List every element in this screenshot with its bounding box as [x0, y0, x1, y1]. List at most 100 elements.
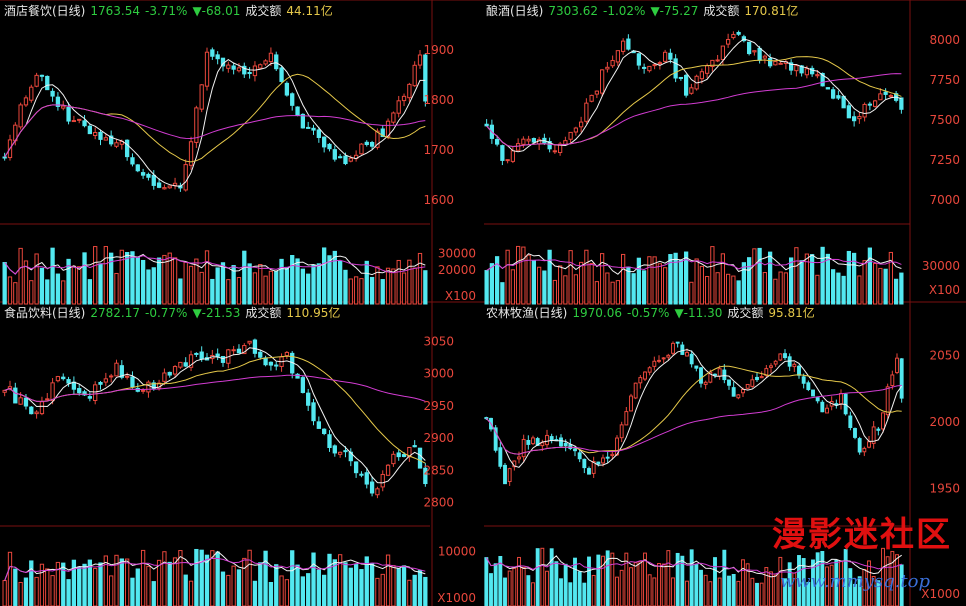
- candle-body: [505, 159, 510, 162]
- volume-bar: [34, 576, 39, 606]
- volume-bar: [605, 272, 610, 305]
- volume-bar: [521, 246, 526, 305]
- pct-change: -3.71%: [145, 4, 188, 18]
- candle-body: [885, 386, 890, 416]
- price-value: 1763.54: [90, 4, 140, 18]
- candle-body: [484, 123, 489, 127]
- volume-bar: [130, 251, 135, 305]
- volume-bar: [162, 551, 167, 606]
- volume-bar: [353, 564, 359, 606]
- candle-body: [507, 468, 512, 483]
- candle-body: [636, 53, 642, 66]
- volume-bar: [34, 253, 39, 305]
- candle-body: [258, 351, 263, 358]
- volume-bar: [736, 280, 741, 305]
- turnover-label: 成交额: [727, 306, 764, 320]
- candle-body: [633, 382, 638, 399]
- panel-title: 食品饮料(日线): [4, 306, 86, 320]
- volume-bar: [167, 252, 172, 305]
- candle-body: [247, 72, 252, 75]
- volume-bar: [231, 565, 236, 606]
- candle-body: [412, 445, 417, 448]
- right-tick-label: 1950: [929, 482, 960, 496]
- volume-bar: [343, 269, 348, 305]
- candle-body: [306, 392, 311, 406]
- volume-bar: [778, 271, 783, 305]
- volume-bar: [82, 563, 87, 606]
- volume-bar: [284, 579, 290, 606]
- candle-body: [689, 87, 694, 94]
- volume-bar: [536, 266, 542, 305]
- candle-body: [210, 49, 215, 57]
- candle-body: [348, 157, 353, 162]
- candle-body: [811, 389, 815, 397]
- candle-body: [247, 340, 252, 344]
- volume-bar: [151, 581, 156, 606]
- volume-bar: [364, 556, 369, 606]
- volume-bar: [343, 562, 348, 606]
- turnover-value: 95.81亿: [768, 306, 815, 320]
- candle-body: [93, 384, 98, 402]
- volume-bar: [752, 248, 757, 305]
- abs-change: ▼-68.01: [192, 4, 241, 18]
- candle-body: [140, 389, 146, 392]
- right-tick-label: 7250: [929, 153, 960, 167]
- volume-multiplier-label: X100: [445, 289, 476, 303]
- candle-body: [584, 102, 589, 122]
- volume-bar: [258, 562, 263, 606]
- turnover-value: 170.81亿: [744, 4, 799, 18]
- volume-bar: [605, 550, 610, 606]
- volume-bar: [401, 565, 407, 606]
- volume-bar: [210, 550, 215, 606]
- volume-bar: [417, 570, 423, 606]
- right-volume-label: X100: [929, 283, 960, 297]
- volume-bar: [746, 257, 752, 305]
- candle-body: [794, 65, 799, 72]
- volume-bar: [77, 266, 82, 305]
- candle-body: [124, 375, 130, 378]
- volume-bar: [29, 560, 34, 606]
- volume-bar: [215, 551, 220, 606]
- volume-bar: [311, 264, 316, 305]
- volume-bar: [542, 270, 547, 305]
- volume-bar: [279, 258, 284, 305]
- candle-body: [300, 377, 306, 393]
- volume-bar: [484, 557, 489, 606]
- volume-bar: [552, 279, 558, 305]
- volume-bar: [871, 576, 876, 606]
- volume-bar: [601, 555, 605, 606]
- panel-title: 农林牧渔(日线): [486, 306, 568, 320]
- volume-bar: [407, 579, 412, 606]
- volume-bar: [242, 250, 247, 305]
- candle-body: [883, 91, 888, 95]
- volume-bar: [636, 257, 642, 305]
- volume-bar: [647, 256, 652, 305]
- volume-bar: [694, 564, 699, 606]
- candle-body: [188, 354, 194, 368]
- candle-body: [731, 33, 736, 39]
- volume-bar: [589, 263, 594, 305]
- volume-bar: [610, 281, 615, 305]
- candle-body: [647, 367, 652, 373]
- volume-bar: [391, 565, 396, 606]
- volume-bar: [226, 574, 231, 606]
- volume-bar: [731, 275, 736, 305]
- candle-body: [872, 100, 878, 107]
- candle-body: [375, 488, 380, 496]
- candle-body: [167, 371, 172, 376]
- volume-bar: [130, 577, 135, 606]
- candle-body: [846, 105, 852, 119]
- candle-body: [752, 50, 757, 53]
- candle-body: [258, 64, 263, 69]
- candle-body: [857, 438, 862, 453]
- candle-body: [242, 65, 247, 75]
- candle-body: [876, 428, 881, 431]
- candle-body: [29, 406, 34, 415]
- candle-body: [620, 40, 626, 52]
- volume-bar: [247, 263, 252, 305]
- volume-ma-line: [485, 557, 902, 575]
- candle-body: [77, 388, 82, 394]
- right-volume-label: 30000: [922, 259, 960, 273]
- candle-body: [815, 74, 820, 77]
- volume-ma-line: [485, 554, 902, 578]
